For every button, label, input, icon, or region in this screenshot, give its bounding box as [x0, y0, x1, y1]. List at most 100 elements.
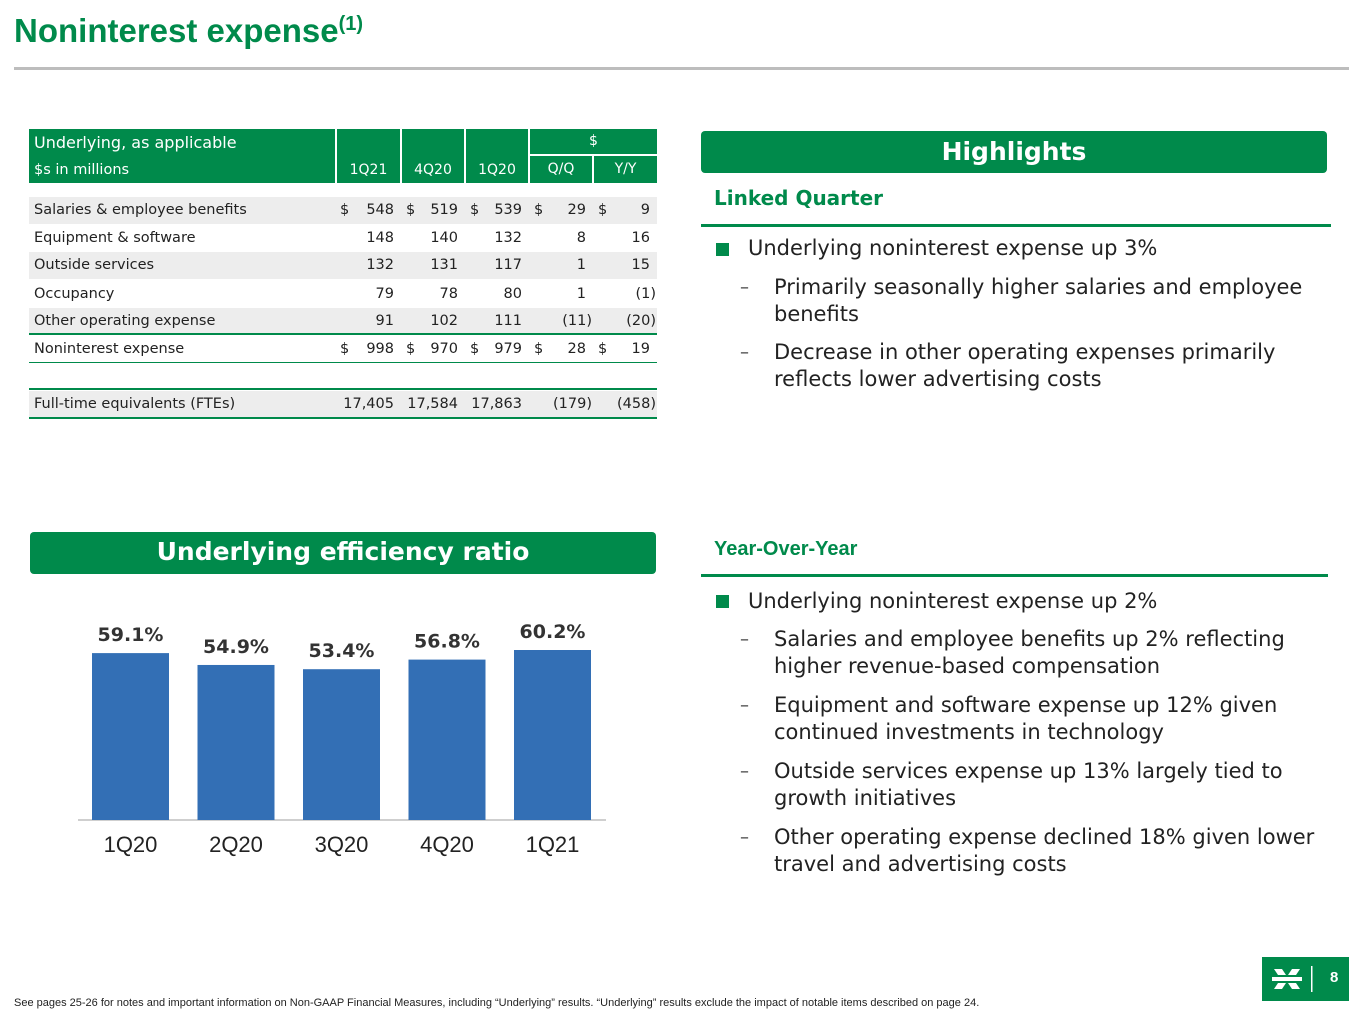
cell: 519 [430, 202, 458, 218]
header-label-cell: Underlying, as applicable $s in millions [29, 129, 335, 183]
efficiency-heading-text: Underlying efficiency ratio [156, 537, 530, 566]
table-row: Outside services 132 131 117 1 15 [29, 252, 657, 279]
cell: 539 [494, 202, 522, 218]
header-line2: $s in millions [34, 162, 130, 178]
page-number: 8 [1330, 969, 1339, 986]
yoy-sub-bullet: Equipment and software expense up 12% gi… [774, 693, 1278, 744]
yoy-subheading: Year-Over-Year [714, 538, 858, 560]
fte-top-rule [29, 388, 657, 390]
dollar-sign: $ [340, 341, 350, 357]
linked-quarter-rule [701, 224, 1331, 227]
header-col-1q21: 1Q21 [337, 129, 400, 183]
data-label: 60.2% [520, 621, 586, 643]
yoy-rule [701, 574, 1328, 577]
cell: 140 [430, 230, 458, 246]
fte-bottom-rule [29, 417, 657, 419]
highlights-heading: Highlights [701, 131, 1327, 173]
table-row-fte: Full-time equivalents (FTEs) 17,405 17,5… [29, 391, 657, 418]
cell: 1 [576, 286, 586, 302]
col-label: 4Q20 [414, 162, 452, 178]
table-row: Salaries & employee benefits $ 548 $ 519… [29, 197, 657, 224]
bar-3Q20 [303, 669, 380, 820]
yoy-sub-bullet: Other operating expense declined 18% giv… [774, 825, 1315, 876]
bar-4Q20 [408, 659, 486, 820]
efficiency-heading: Underlying efficiency ratio [30, 532, 656, 574]
dollar-sign: $ [534, 202, 544, 218]
row-label: Salaries & employee benefits [34, 202, 247, 218]
dollar-sign: $ [534, 341, 544, 357]
cell: 111 [494, 313, 522, 329]
dash-bullet: – [740, 695, 749, 716]
cell: 15 [631, 257, 650, 273]
title-footnote: (1) [338, 13, 364, 35]
yoy-bullet: Underlying noninterest expense up 2% [748, 589, 1158, 613]
bullet-square-icon [716, 243, 729, 256]
dash-bullet: – [740, 277, 749, 298]
table-header: Underlying, as applicable $s in millions… [29, 129, 657, 183]
bar-2Q20 [197, 664, 275, 820]
data-label: 56.8% [414, 631, 480, 653]
row-label: Occupancy [34, 286, 115, 302]
cell: 17,405 [343, 396, 394, 412]
page-title-text: Noninterest expense [14, 12, 339, 49]
cell: 132 [494, 230, 522, 246]
category-label: 1Q20 [104, 832, 158, 857]
yoy-sub-bullet: Salaries and employee benefits up 2% ref… [774, 627, 1285, 678]
cell: 78 [439, 286, 458, 302]
cell: 548 [366, 202, 394, 218]
data-label: 54.9% [203, 636, 269, 658]
row-label: Noninterest expense [34, 341, 185, 357]
dash-bullet: – [740, 827, 749, 848]
cell: 9 [640, 202, 650, 218]
category-label: 2Q20 [209, 832, 263, 857]
cell: (20) [626, 313, 656, 329]
page-title: Noninterest expense(1) [14, 12, 363, 50]
linked-quarter-subheading: Linked Quarter [714, 186, 884, 210]
cell: 80 [503, 286, 522, 302]
category-label: 3Q20 [315, 832, 369, 857]
col-label: Q/Q [547, 161, 575, 177]
header-dollar-group: $ [530, 129, 657, 154]
table-row: Occupancy 79 78 80 1 (1) [29, 281, 657, 308]
cell: 148 [366, 230, 394, 246]
row-label: Other operating expense [34, 313, 216, 329]
logo-icon [1272, 966, 1313, 992]
header-col-4q20: 4Q20 [402, 129, 464, 183]
cell: 17,863 [471, 396, 522, 412]
dash-bullet: – [740, 761, 749, 782]
dollar-sign: $ [340, 202, 350, 218]
total-rule [29, 362, 657, 363]
dollar-sign: $ [470, 202, 480, 218]
brand-logo: 8 [1262, 957, 1349, 1001]
header-col-1q20: 1Q20 [466, 129, 528, 183]
dollar-header: $ [589, 133, 598, 149]
cell: (179) [553, 396, 592, 412]
linked-quarter-bullet: Underlying noninterest expense up 3% [748, 236, 1158, 260]
col-label: 1Q21 [349, 162, 388, 178]
dollar-sign: $ [470, 341, 480, 357]
title-divider [14, 67, 1349, 70]
cell: 117 [494, 257, 522, 273]
header-col-qq: Q/Q [530, 156, 592, 183]
data-label: 53.4% [309, 640, 375, 662]
cell: (11) [562, 313, 592, 329]
yoy-sub-bullet: Outside services expense up 13% largely … [774, 759, 1283, 810]
dollar-sign: $ [598, 341, 608, 357]
dollar-sign: $ [406, 341, 416, 357]
cell: 132 [366, 257, 394, 273]
row-label: Full-time equivalents (FTEs) [34, 396, 236, 412]
cell: 998 [366, 341, 394, 357]
cell: 102 [430, 313, 458, 329]
linked-quarter-sub-bullet: Primarily seasonally higher salaries and… [774, 275, 1303, 326]
cell: 8 [576, 230, 586, 246]
table-row: Other operating expense 91 102 111 (11) … [29, 308, 657, 335]
col-label: 1Q20 [478, 162, 516, 178]
linked-quarter-sub-bullet: Decrease in other operating expenses pri… [774, 340, 1276, 391]
subtotal-rule [29, 333, 657, 335]
cell: 979 [494, 341, 522, 357]
highlights-heading-text: Highlights [941, 137, 1087, 166]
data-label: 59.1% [98, 624, 164, 646]
cell: 29 [567, 202, 586, 218]
col-label: Y/Y [614, 161, 637, 177]
cell: 17,584 [407, 396, 458, 412]
